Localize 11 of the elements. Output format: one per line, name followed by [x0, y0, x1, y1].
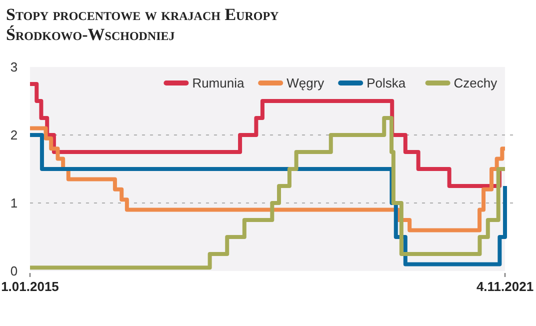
- legend-label: Czechy: [454, 76, 498, 91]
- y-tick-label: 0: [10, 264, 18, 279]
- y-tick-label: 1: [10, 196, 18, 211]
- legend-label: Polska: [366, 76, 406, 91]
- legend-label: Rumunia: [192, 76, 245, 91]
- legend-label: Węgry: [286, 76, 325, 91]
- y-tick-label: 2: [10, 128, 18, 143]
- y-tick-label: 3: [10, 60, 18, 75]
- x-tick-label: 4.11.2021: [476, 279, 534, 294]
- chart-title: Stopy procentowe w krajach Europy Środkowo-Wschodniej: [6, 5, 280, 44]
- x-tick-label: 1.01.2015: [1, 279, 59, 294]
